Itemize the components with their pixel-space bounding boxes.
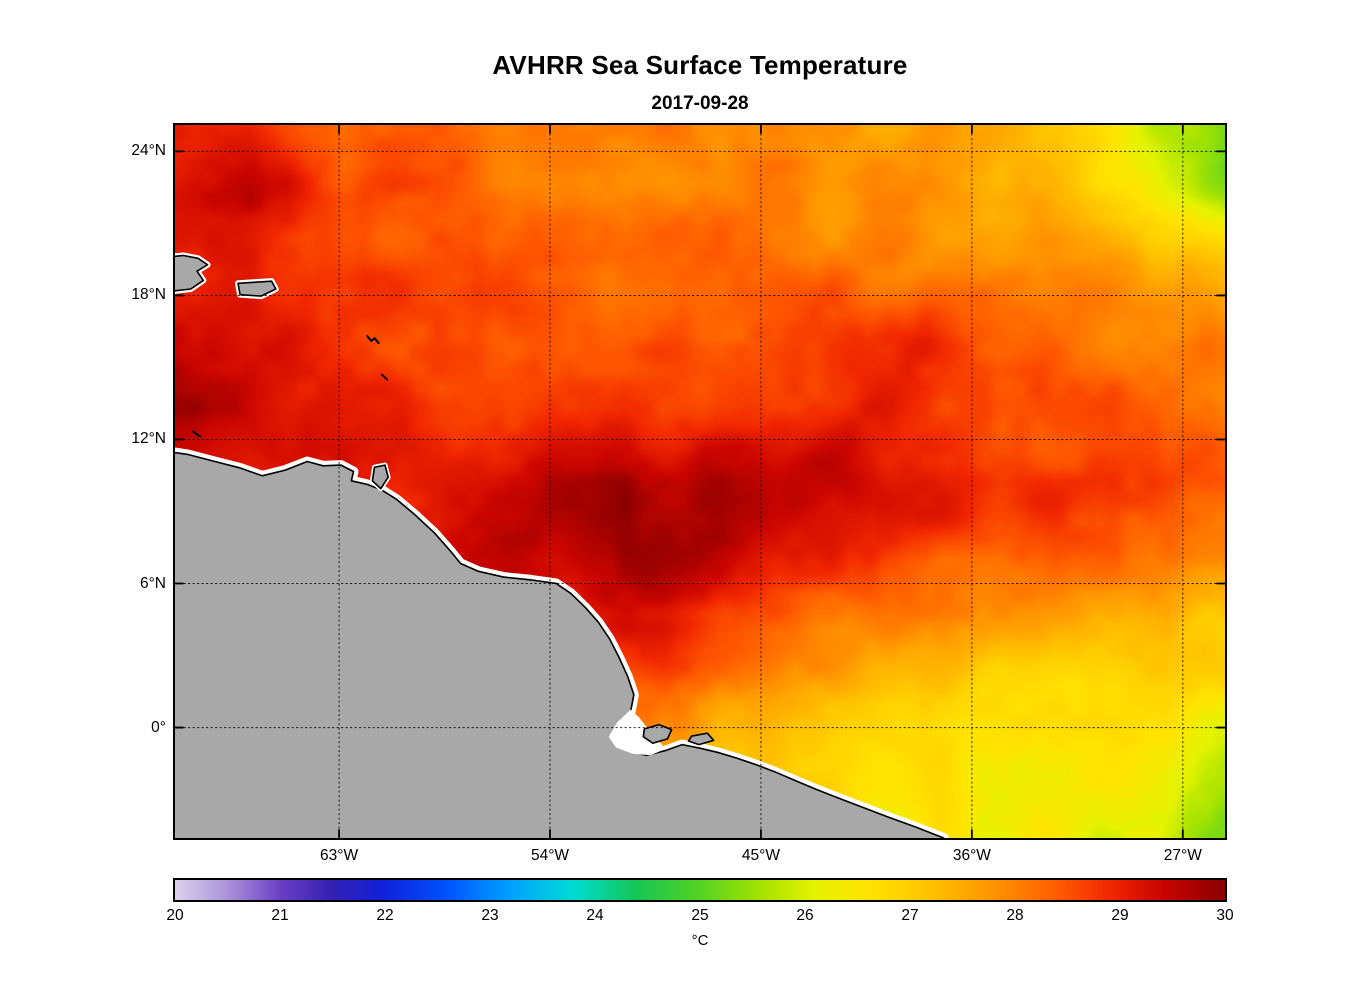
xtick-label-27w: 27°W [1163,847,1202,864]
colorbar-tick-21: 21 [271,907,289,924]
colorbar-tick-24: 24 [586,907,604,924]
colorbar-tick-30: 30 [1216,907,1234,924]
ytick-label-12n: 12°N [131,430,166,448]
colorbar-tick-25: 25 [691,907,709,924]
colorbar: 20 21 22 23 24 25 26 27 28 29 30 °C [166,878,1234,949]
sst-heatmap-canvas [175,125,1225,838]
ytick-label-18n: 18°N [131,286,166,304]
colorbar-tick-28: 28 [1006,907,1024,924]
xtick-label-54w: 54°W [530,847,570,864]
map-axes: 24°N 18°N 12°N 6°N 0° 63°W 54°W 45°W 36°… [131,123,1227,864]
xtick-label-36w: 36°W [952,847,991,864]
colorbar-tick-29: 29 [1111,907,1129,924]
colorbar-tick-26: 26 [796,907,814,924]
figure-date: 2017-09-28 [651,93,749,114]
colorbar-tick-20: 20 [166,907,184,924]
colorbar-tick-23: 23 [481,907,499,924]
colorbar-gradient-canvas [175,880,1225,900]
colorbar-tick-22: 22 [376,907,394,924]
ytick-label-24n: 24°N [131,142,166,160]
figure-title: AVHRR Sea Surface Temperature [492,50,908,80]
xtick-label-45w: 45°W [741,847,780,864]
colorbar-unit-label: °C [691,932,709,949]
xtick-label-63w: 63°W [320,847,359,864]
ytick-label-0: 0° [151,718,166,736]
ytick-label-6n: 6°N [139,574,166,592]
colorbar-tick-27: 27 [901,907,919,924]
